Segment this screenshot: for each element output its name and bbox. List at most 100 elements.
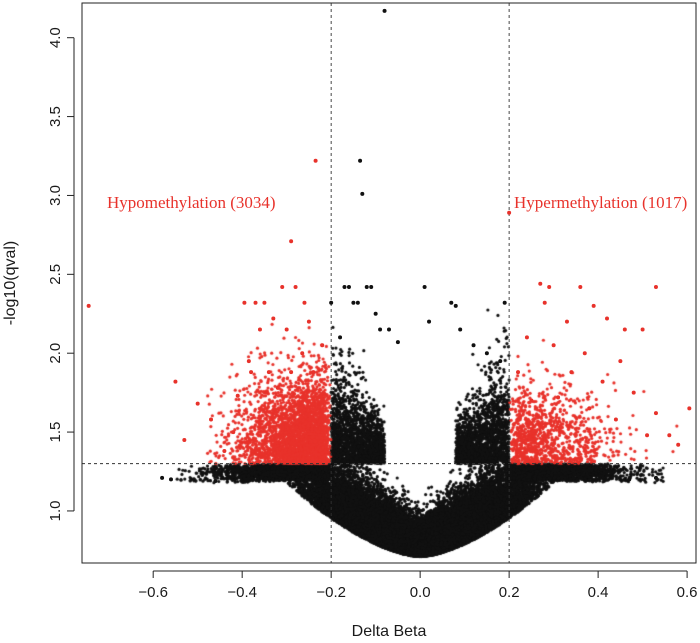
data-point — [484, 351, 489, 356]
x-axis-title: Delta Beta — [352, 623, 427, 640]
data-point — [235, 393, 240, 398]
data-point — [538, 281, 543, 286]
data-point — [300, 351, 305, 356]
data-point — [289, 239, 294, 244]
data-point — [502, 300, 507, 305]
data-point — [449, 300, 454, 305]
x-tick-label: 0.6 — [677, 584, 698, 601]
data-point — [329, 300, 334, 305]
data-point — [653, 475, 658, 480]
data-point — [645, 433, 650, 438]
data-points-layer — [86, 8, 692, 483]
data-point — [351, 300, 356, 305]
data-point — [605, 316, 610, 321]
hypermethylation-annotation: Hypermethylation (1017) — [514, 193, 687, 212]
data-point — [613, 417, 618, 422]
data-point — [257, 327, 262, 332]
x-tick-label: −0.4 — [227, 584, 257, 601]
y-axis-title: -log10(qval) — [2, 241, 19, 325]
data-point — [275, 385, 280, 390]
data-point — [667, 433, 672, 438]
data-point — [280, 284, 285, 289]
data-point — [360, 191, 365, 196]
data-point — [547, 284, 552, 289]
data-point — [618, 359, 623, 364]
y-tick-label: 2.5 — [47, 264, 64, 285]
data-point — [320, 343, 325, 348]
data-point — [311, 370, 316, 375]
data-point — [355, 300, 360, 305]
data-point — [622, 327, 627, 332]
data-point — [676, 442, 681, 447]
data-point — [86, 303, 91, 308]
data-point — [551, 343, 556, 348]
data-point — [266, 370, 271, 375]
data-point — [222, 449, 227, 453]
y-tick-label: 4.0 — [47, 27, 64, 48]
data-point — [338, 335, 343, 340]
data-point — [631, 390, 636, 395]
data-point — [209, 417, 214, 422]
data-point — [182, 437, 187, 442]
hypomethylation-annotation: Hypomethylation (3034) — [107, 193, 276, 212]
threshold-lines — [82, 3, 696, 563]
data-point — [507, 210, 512, 215]
y-tick-label: 2.0 — [47, 343, 64, 364]
data-point — [313, 158, 318, 163]
data-point — [262, 300, 267, 305]
data-point — [471, 343, 476, 348]
data-point — [578, 284, 583, 289]
x-tick-label: 0.0 — [410, 584, 431, 601]
data-point — [524, 335, 529, 340]
data-point — [556, 395, 561, 400]
plot-frame — [81, 2, 697, 564]
data-point — [529, 398, 534, 403]
data-point — [591, 303, 596, 308]
data-point — [569, 370, 574, 375]
data-point — [516, 370, 521, 375]
data-point — [298, 406, 303, 411]
data-point — [387, 327, 391, 332]
data-point — [453, 303, 458, 308]
y-tick-label: 3.5 — [47, 106, 64, 127]
data-point — [395, 340, 400, 345]
y-tick-label: 1.0 — [47, 501, 64, 522]
data-point — [498, 359, 503, 364]
x-axis: −0.6 −0.4 −0.2 0.0 0.2 0.4 0.6 — [138, 570, 698, 601]
data-point — [378, 327, 383, 332]
y-tick-label: 1.5 — [47, 422, 64, 443]
data-point — [231, 430, 236, 435]
data-point — [587, 406, 592, 411]
data-point — [653, 284, 658, 289]
data-point — [289, 370, 294, 375]
data-point — [160, 475, 165, 480]
data-point — [382, 8, 387, 13]
x-tick-label: 0.2 — [499, 584, 520, 601]
data-point — [302, 300, 307, 305]
data-point — [271, 316, 276, 321]
data-point — [422, 284, 427, 289]
data-point — [564, 319, 569, 324]
data-point — [284, 327, 289, 332]
data-point — [640, 327, 645, 332]
data-point — [346, 284, 351, 289]
data-point — [342, 284, 347, 289]
data-point — [246, 359, 251, 364]
data-point — [687, 406, 692, 411]
data-point — [458, 327, 463, 332]
data-point — [315, 395, 320, 400]
data-point — [242, 300, 247, 305]
data-point — [369, 284, 374, 289]
data-point — [373, 311, 378, 316]
data-point — [653, 411, 658, 416]
data-point — [306, 319, 311, 324]
data-point — [213, 478, 218, 483]
data-point — [195, 401, 200, 406]
data-point — [173, 379, 178, 384]
data-point — [627, 477, 632, 482]
x-tick-label: −0.6 — [138, 584, 168, 601]
x-tick-label: −0.2 — [316, 584, 346, 601]
